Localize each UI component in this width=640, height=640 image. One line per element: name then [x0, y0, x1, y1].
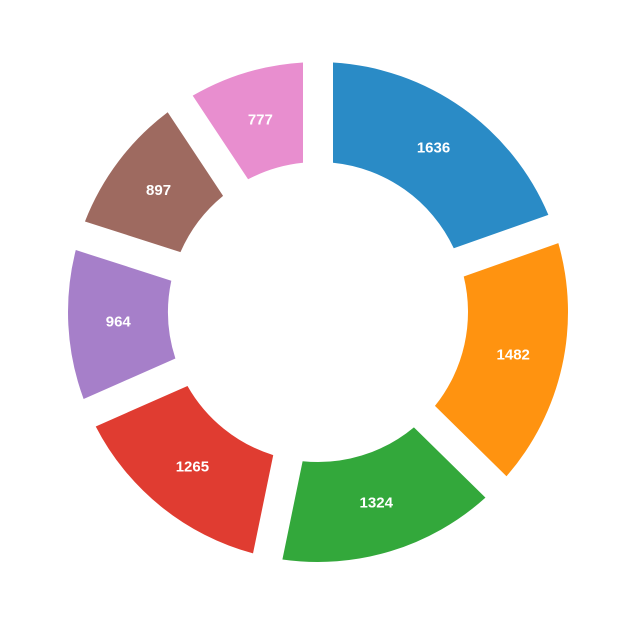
slice: [333, 62, 549, 249]
value-label: 964: [106, 313, 132, 330]
slice: [282, 427, 486, 562]
slice: [192, 62, 303, 180]
value-label: 1324: [360, 494, 394, 511]
value-label: 777: [248, 111, 273, 128]
value-label: 1482: [497, 346, 530, 363]
value-label: 1265: [176, 459, 209, 476]
value-label: 897: [146, 182, 171, 199]
slice: [68, 250, 176, 399]
slice: [84, 112, 224, 253]
slice: [434, 243, 569, 477]
slice: [95, 385, 274, 554]
value-label: 1636: [417, 140, 450, 157]
